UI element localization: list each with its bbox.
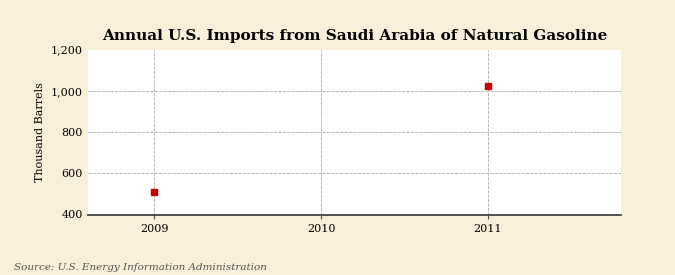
Text: Source: U.S. Energy Information Administration: Source: U.S. Energy Information Administ… <box>14 263 267 272</box>
Title: Annual U.S. Imports from Saudi Arabia of Natural Gasoline: Annual U.S. Imports from Saudi Arabia of… <box>102 29 607 43</box>
Y-axis label: Thousand Barrels: Thousand Barrels <box>35 82 45 182</box>
